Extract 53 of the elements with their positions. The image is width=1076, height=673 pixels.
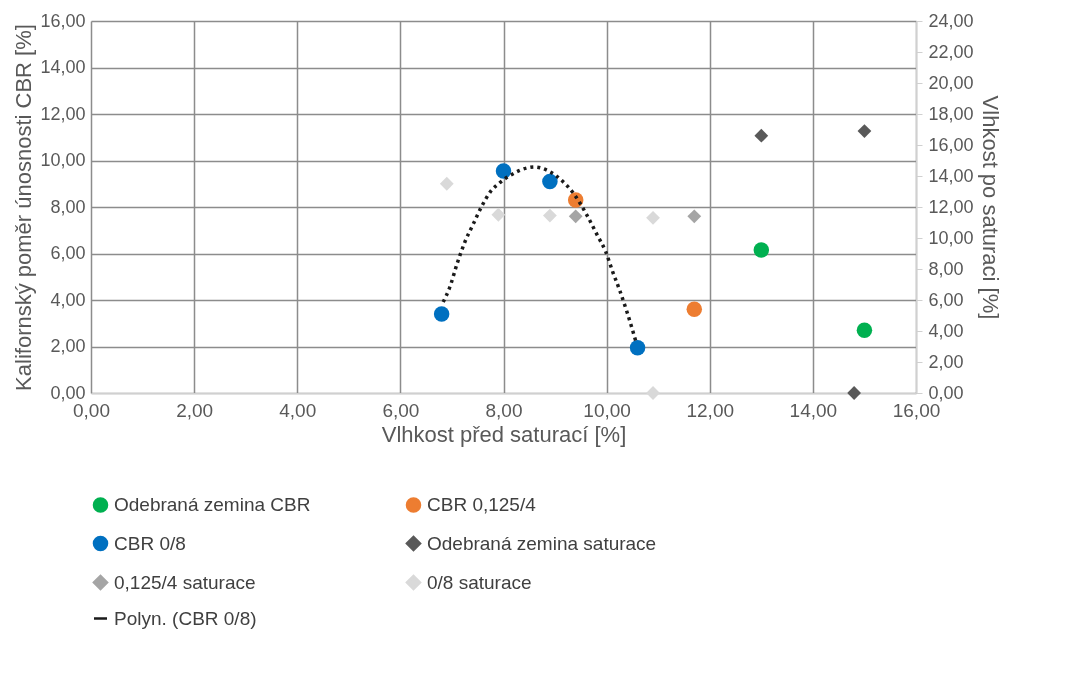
y-tick-label: 14,00 bbox=[40, 57, 86, 77]
point bbox=[856, 322, 873, 338]
x-tick-label: 4,00 bbox=[279, 399, 317, 421]
y2-tick-label: 2,00 bbox=[928, 351, 964, 372]
point bbox=[687, 209, 702, 224]
x-axis-title: Vlhkost před saturací [%] bbox=[381, 421, 627, 447]
y-tick-label: 6,00 bbox=[50, 243, 86, 263]
legend-label: 0/8 saturace bbox=[427, 571, 532, 593]
y2-tick-label: 24,00 bbox=[928, 10, 974, 31]
y-axis-title: Kalifornský poměr únosnosti CBR [%] bbox=[11, 24, 37, 391]
point bbox=[646, 210, 660, 225]
y2-tick-label: 14,00 bbox=[928, 165, 974, 186]
point bbox=[543, 208, 557, 223]
point bbox=[753, 242, 770, 258]
y-tick-label: 16,00 bbox=[40, 10, 86, 31]
y-tick-label: 4,00 bbox=[50, 289, 86, 310]
point bbox=[686, 301, 703, 318]
y-tick-label: 2,00 bbox=[50, 336, 86, 356]
x-tick-label: 8,00 bbox=[485, 399, 523, 421]
legend-label: CBR 0,125/4 bbox=[427, 493, 537, 515]
y2-tick-label: 4,00 bbox=[928, 320, 964, 341]
x-tick-label: 10,00 bbox=[583, 399, 631, 421]
y2-tick-label: 8,00 bbox=[928, 258, 964, 279]
point bbox=[439, 176, 454, 191]
point bbox=[754, 128, 769, 143]
y-tick-label: 8,00 bbox=[50, 196, 86, 217]
y2-tick-label: 12,00 bbox=[928, 196, 974, 217]
point bbox=[847, 386, 862, 400]
point bbox=[857, 124, 872, 138]
y2-tick-label: 16,00 bbox=[928, 134, 974, 155]
y2-tick-label: 22,00 bbox=[928, 41, 974, 62]
y2-tick-label: 10,00 bbox=[928, 227, 974, 248]
y2-tick-label: 18,00 bbox=[928, 103, 974, 124]
y-tick-label: 12,00 bbox=[40, 103, 86, 124]
point bbox=[491, 207, 506, 222]
x-tick-label: 6,00 bbox=[382, 399, 420, 421]
x-tick-label: 2,00 bbox=[176, 399, 214, 421]
y2-tick-label: 6,00 bbox=[928, 289, 964, 310]
y-tick-label: 10,00 bbox=[40, 150, 86, 170]
legend-label: Odebraná zemina CBR bbox=[114, 493, 311, 515]
legend-label: Polyn. (CBR 0/8) bbox=[114, 607, 257, 629]
point bbox=[495, 163, 512, 179]
point bbox=[629, 339, 646, 356]
y2-tick-label: 20,00 bbox=[928, 72, 974, 93]
legend-label: CBR 0/8 bbox=[114, 532, 186, 554]
legend-label: 0,125/4 saturace bbox=[114, 571, 256, 593]
point bbox=[542, 173, 558, 190]
point bbox=[568, 209, 583, 224]
y2-axis-title: Vlhkost po saturaci [%] bbox=[977, 95, 1003, 320]
x-tick-label: 14,00 bbox=[789, 399, 838, 421]
point bbox=[433, 306, 450, 322]
legend-label: Odebraná zemina saturace bbox=[427, 532, 657, 554]
x-tick-label: 12,00 bbox=[686, 399, 735, 421]
